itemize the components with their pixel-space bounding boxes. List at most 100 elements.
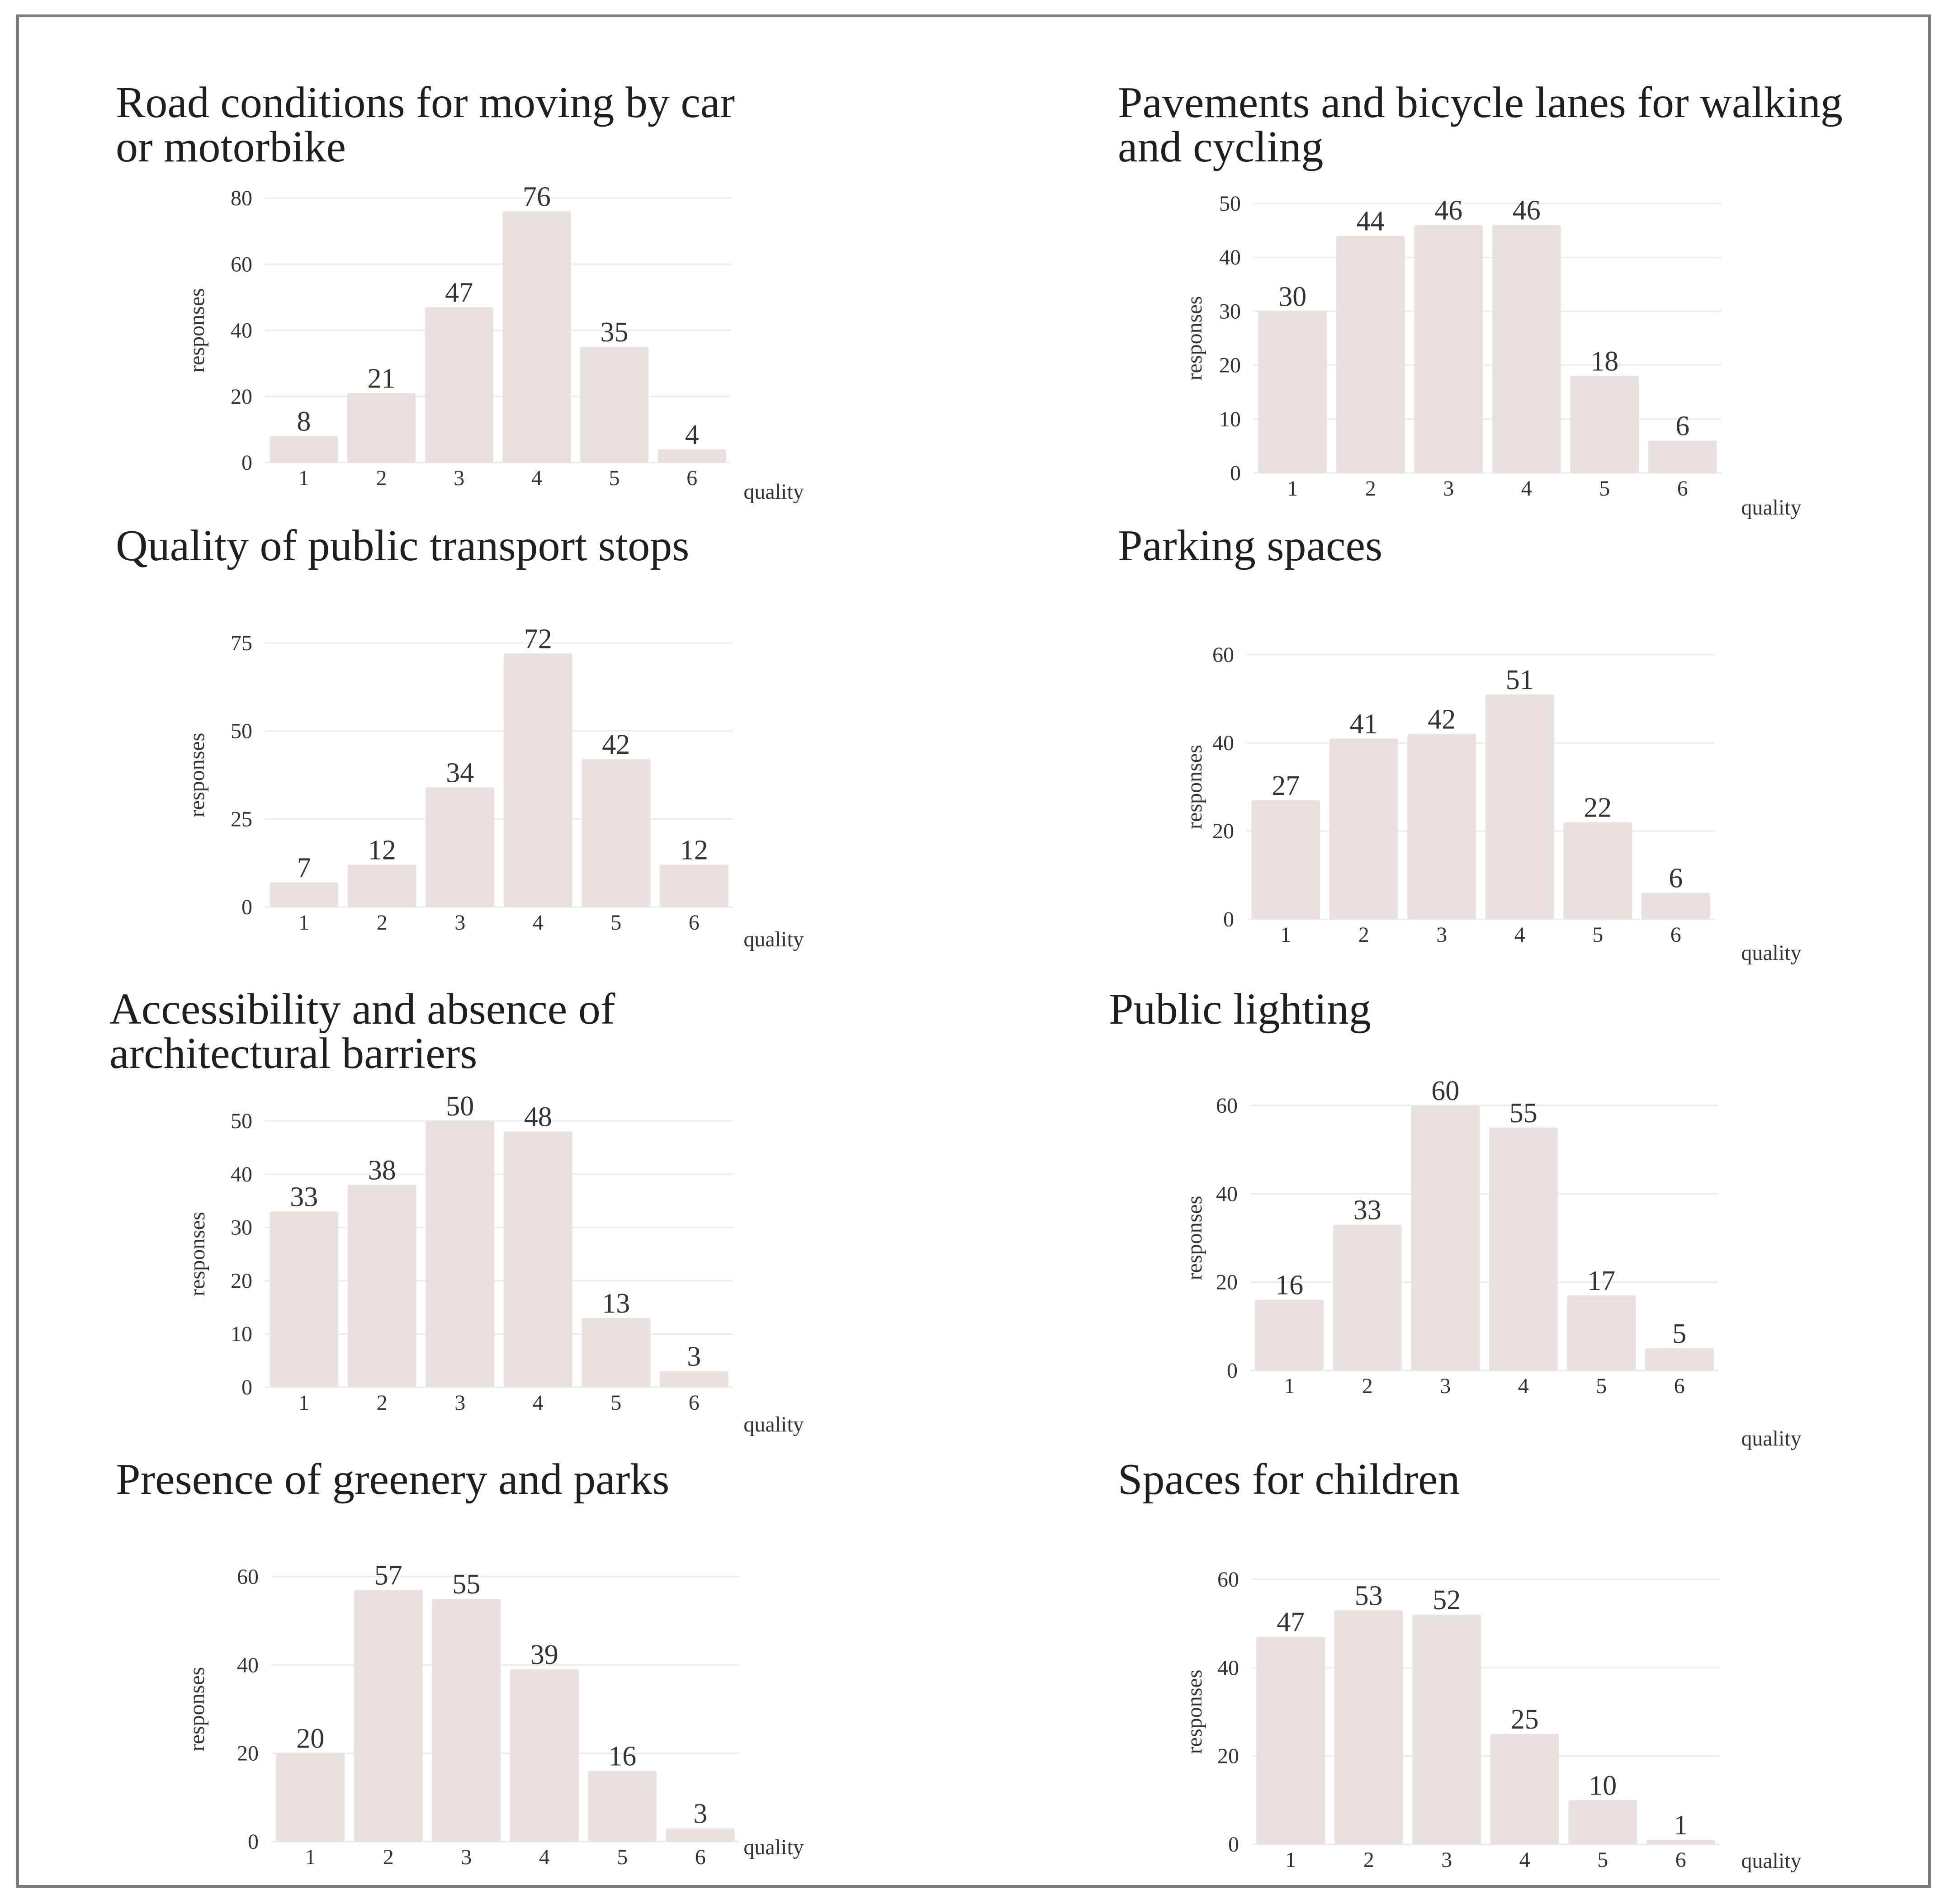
bar xyxy=(347,1185,416,1387)
bar xyxy=(1563,822,1632,919)
bar-value-label: 1 xyxy=(1674,1810,1688,1841)
y-axis-title: responses xyxy=(1183,1196,1206,1280)
x-tick-label: 2 xyxy=(376,466,387,490)
bar-value-label: 5 xyxy=(1672,1318,1686,1349)
x-tick-label: 4 xyxy=(1518,1374,1529,1398)
bar-value-label: 46 xyxy=(1434,195,1462,226)
x-axis-title: quality xyxy=(743,1413,804,1436)
bar xyxy=(1411,1106,1480,1370)
y-tick-label: 40 xyxy=(231,319,252,343)
y-tick-label: 20 xyxy=(1216,1271,1238,1295)
bar xyxy=(1336,236,1405,473)
chart-title: Presence of greenery and parks xyxy=(116,1457,669,1502)
bar xyxy=(588,1771,657,1842)
y-tick-label: 75 xyxy=(231,631,252,655)
y-tick-label: 0 xyxy=(241,451,252,475)
bar xyxy=(658,449,726,463)
y-tick-label: 30 xyxy=(231,1216,252,1240)
y-axis-title: responses xyxy=(185,288,209,373)
x-axis-title: quality xyxy=(1741,1427,1801,1450)
bar-value-label: 13 xyxy=(602,1288,630,1319)
bar-value-label: 27 xyxy=(1272,770,1300,801)
bar xyxy=(270,882,339,907)
y-tick-label: 20 xyxy=(1217,1744,1239,1768)
bar-value-label: 7 xyxy=(297,852,311,883)
bar-value-label: 57 xyxy=(374,1560,402,1591)
x-tick-label: 5 xyxy=(617,1845,628,1869)
x-tick-label: 2 xyxy=(377,911,388,935)
bar-value-label: 10 xyxy=(1589,1770,1617,1801)
chart-panel-greenery: Presence of greenery and parks 0 20 40 60 20… xyxy=(116,1457,885,1887)
bar-value-label: 25 xyxy=(1511,1704,1539,1735)
y-axis-title: responses xyxy=(1183,745,1206,829)
y-axis-title: responses xyxy=(1183,1670,1206,1754)
chart-panel-parking: Parking spaces 0 20 40 60 27 1 41 2 42 3 51 4 22 5 6 6 r… xyxy=(1118,524,1923,994)
bar xyxy=(426,1121,495,1387)
bar xyxy=(1492,225,1561,473)
x-tick-label: 4 xyxy=(533,1391,544,1415)
y-tick-label: 20 xyxy=(1212,819,1234,843)
bar-chart: 0 25 50 75 7 1 12 2 34 3 72 4 42 5 12 6 responses quality xyxy=(185,624,804,951)
bar xyxy=(1333,1224,1402,1370)
chart-title: Quality of public transport stops xyxy=(116,524,689,568)
y-tick-label: 20 xyxy=(1219,354,1241,378)
x-tick-label: 3 xyxy=(454,911,465,935)
x-tick-label: 3 xyxy=(454,466,464,490)
bar xyxy=(503,1131,572,1387)
x-tick-label: 6 xyxy=(689,911,700,935)
y-tick-label: 40 xyxy=(1216,1182,1238,1206)
y-tick-label: 0 xyxy=(248,1830,259,1854)
bar xyxy=(1256,1636,1325,1844)
y-axis-title: responses xyxy=(185,733,209,817)
y-tick-label: 0 xyxy=(1228,1833,1239,1857)
chart-title-line: and cycling xyxy=(1118,123,1324,171)
chart-panel-public-transport: Quality of public transport stops 0 25 50 7… xyxy=(116,524,885,976)
x-tick-label: 6 xyxy=(689,1391,700,1415)
y-tick-label: 40 xyxy=(1212,731,1234,755)
x-tick-label: 2 xyxy=(1362,1374,1373,1398)
bar xyxy=(510,1669,579,1842)
bar-value-label: 46 xyxy=(1513,195,1541,226)
bar xyxy=(1412,1615,1481,1844)
bar-value-label: 50 xyxy=(446,1091,474,1122)
bar-value-label: 12 xyxy=(680,835,708,866)
bar-chart: 0 10 20 30 40 50 30 1 44 2 46 3 46 4 18 5 6 6 responses qua… xyxy=(1183,192,1802,520)
x-tick-label: 3 xyxy=(1441,1848,1452,1872)
x-axis-title: quality xyxy=(1741,941,1801,965)
bar-chart: 0 20 40 60 20 1 57 2 55 3 39 4 16 5 3 6 responses quality xyxy=(185,1560,804,1869)
bar-value-label: 42 xyxy=(602,729,630,760)
bar-value-label: 3 xyxy=(687,1342,701,1372)
y-tick-label: 25 xyxy=(231,807,252,831)
bar-value-label: 76 xyxy=(523,181,551,212)
y-tick-label: 60 xyxy=(237,1565,259,1589)
chart-title-line: Parking spaces xyxy=(1118,521,1383,570)
bar xyxy=(1329,738,1398,919)
bar xyxy=(1646,1840,1715,1844)
chart-panel-public-lighting: Public lighting 0 20 40 60 16 1 33 2 60 3 55 4 17 5 5 6… xyxy=(1109,987,1923,1466)
x-tick-label: 5 xyxy=(1596,1374,1607,1398)
bar-value-label: 17 xyxy=(1587,1266,1615,1296)
x-tick-label: 1 xyxy=(298,1391,309,1415)
y-tick-label: 20 xyxy=(231,1269,252,1293)
y-tick-label: 50 xyxy=(231,1109,252,1133)
x-tick-label: 1 xyxy=(298,466,309,490)
y-axis-title: responses xyxy=(185,1212,209,1296)
x-tick-label: 3 xyxy=(1440,1374,1451,1398)
bar xyxy=(347,393,416,463)
chart-title: Parking spaces xyxy=(1118,524,1382,568)
y-tick-label: 50 xyxy=(1219,192,1241,216)
bar-value-label: 41 xyxy=(1350,709,1378,739)
bar xyxy=(1570,376,1639,473)
bar-value-label: 39 xyxy=(530,1639,558,1670)
bar-value-label: 42 xyxy=(1428,704,1456,735)
x-tick-label: 1 xyxy=(305,1845,316,1869)
chart-title: Road conditions for moving by car or mot… xyxy=(116,80,735,169)
x-tick-label: 5 xyxy=(610,1391,621,1415)
bar-value-label: 6 xyxy=(1669,863,1683,894)
bar xyxy=(1334,1610,1403,1844)
bar xyxy=(1485,694,1554,919)
y-tick-label: 20 xyxy=(231,385,252,409)
y-tick-label: 10 xyxy=(1219,407,1241,431)
bar xyxy=(1567,1295,1636,1370)
chart-panel-children: Spaces for children 0 20 40 60 47 1 53 2 52 3 25 4 1… xyxy=(1118,1457,1923,1887)
